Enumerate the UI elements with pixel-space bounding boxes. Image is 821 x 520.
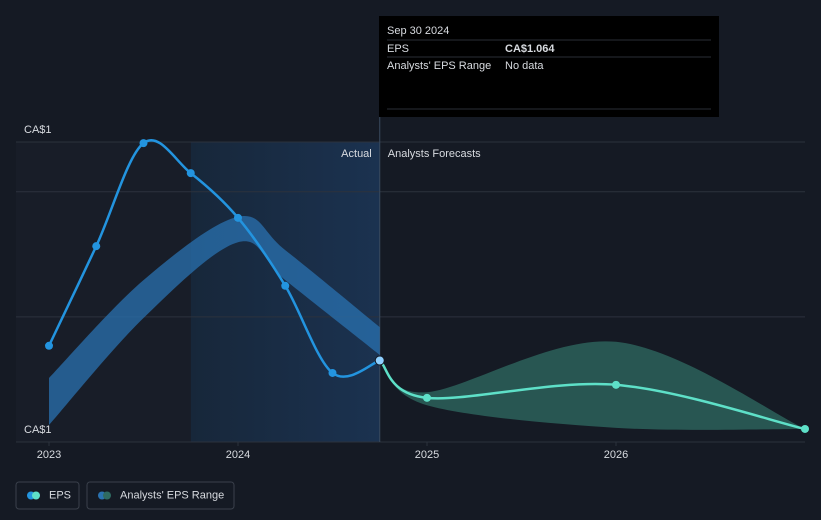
forecast-point xyxy=(801,424,809,433)
legend-swatch xyxy=(32,491,40,500)
x-tick-label: 2023 xyxy=(37,449,61,461)
eps-point xyxy=(328,368,337,377)
x-tick-label: 2026 xyxy=(604,449,628,461)
forecast-point xyxy=(612,380,620,389)
legend-label[interactable]: Analysts' EPS Range xyxy=(120,489,224,501)
x-tick-label: 2024 xyxy=(226,449,250,461)
tooltip-label: Analysts' EPS Range xyxy=(387,60,491,72)
eps-point xyxy=(186,169,195,178)
legend-item[interactable] xyxy=(15,481,80,510)
eps-point xyxy=(234,213,242,222)
grid xyxy=(16,117,805,446)
eps-point-current xyxy=(374,355,385,366)
bands xyxy=(49,215,805,430)
y-tick-label: CA$1 xyxy=(24,124,52,136)
eps-point xyxy=(92,242,101,251)
legend-label[interactable]: EPS xyxy=(49,489,71,501)
forecast-label: Analysts Forecasts xyxy=(388,148,481,160)
tooltip-box xyxy=(379,16,719,117)
actual-label: Actual xyxy=(341,148,372,160)
forecast-point xyxy=(423,393,431,402)
labels: CA$1 CA$1 2023 2024 2025 2026 Actual Analysts F… xyxy=(24,124,628,461)
legend-item[interactable] xyxy=(86,481,235,510)
tooltip-value: No data xyxy=(505,60,544,72)
tooltip-value: CA$1.064 xyxy=(505,43,555,55)
eps-line xyxy=(378,359,806,431)
range-band xyxy=(49,215,380,426)
eps-point xyxy=(139,139,148,148)
past-shade xyxy=(190,142,380,442)
tooltip-label: EPS xyxy=(387,43,409,55)
tooltip-title: Sep 30 2024 xyxy=(387,25,449,37)
x-tick-label: 2025 xyxy=(415,449,439,461)
y-tick-label: CA$1 xyxy=(24,424,52,436)
lines xyxy=(45,139,809,433)
tooltip: Sep 30 2024 EPS CA$1.064 Analysts' EPS Rang… xyxy=(379,16,719,117)
eps-point xyxy=(45,341,53,350)
range-band xyxy=(379,341,805,430)
legend-swatch xyxy=(103,491,111,500)
eps-point xyxy=(281,281,290,290)
legend: EPS Analysts' EPS Range xyxy=(15,481,235,510)
